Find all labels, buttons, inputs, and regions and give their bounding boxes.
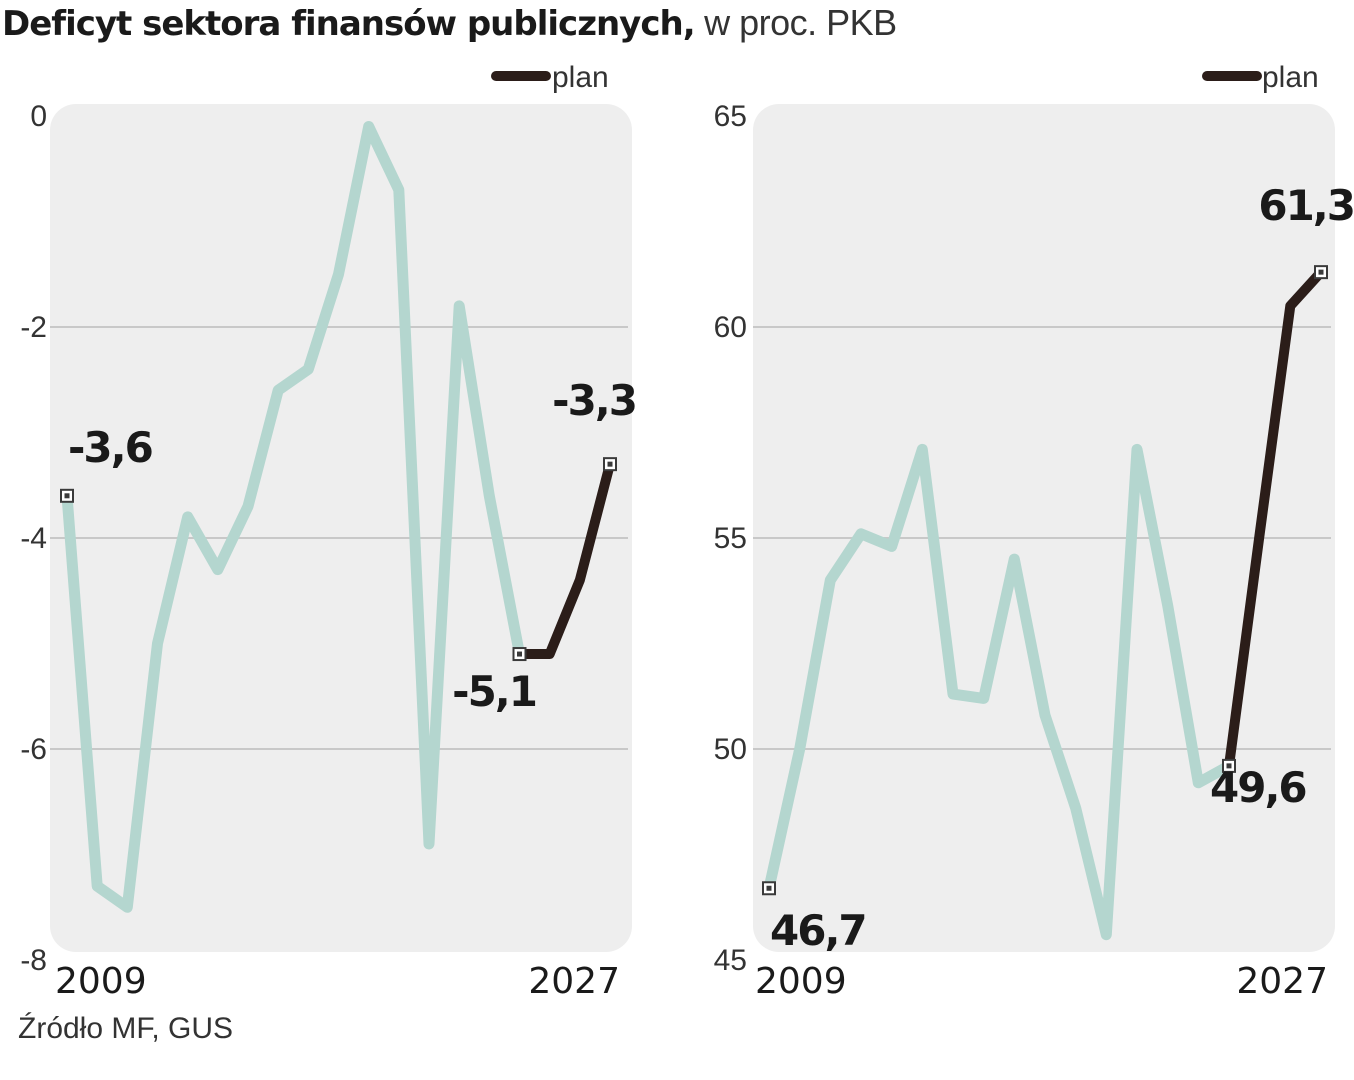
y-tick-label: 50: [714, 733, 747, 766]
legend-label: plan: [552, 61, 609, 94]
x-tick-label: 2027: [528, 961, 620, 1002]
chart-title-unit: w proc. PKB: [694, 2, 897, 43]
series-line-plan: [514, 459, 615, 659]
y-tick-label: 0: [30, 100, 47, 133]
y-tick-label: -2: [20, 311, 47, 344]
data-label: 61,3: [1258, 181, 1354, 230]
data-label: -3,6: [68, 423, 152, 472]
series-line-actual: [61, 121, 525, 913]
data-label: -5,1: [452, 667, 536, 716]
y-tick-label: 55: [714, 522, 747, 555]
data-point-marker-center: [1226, 763, 1232, 769]
y-tick-label: 65: [714, 100, 747, 133]
y-tick-label: 45: [714, 944, 747, 977]
y-tick-label: -8: [20, 944, 47, 977]
data-label: 49,6: [1210, 763, 1306, 812]
x-tick-label: 2009: [755, 961, 847, 1002]
plot-panel: [753, 104, 1335, 952]
chart-title-bold: Deficyt sektora finansów publicznych,: [2, 4, 696, 44]
data-point-marker-center: [517, 651, 522, 657]
data-label: 46,7: [770, 906, 866, 955]
plot-panel: [50, 104, 632, 952]
legend-label: plan: [1262, 61, 1319, 94]
data-point-marker-center: [766, 885, 772, 891]
series-line-actual: [763, 443, 1235, 941]
chart-title: Deficyt sektora finansów publicznych, w …: [2, 2, 897, 45]
y-tick-label: -6: [20, 733, 47, 766]
x-tick-label: 2009: [55, 961, 147, 1002]
series-line-plan: [1224, 267, 1326, 771]
data-label: -3,3: [552, 376, 636, 425]
data-point-marker-center: [1318, 269, 1324, 275]
y-tick-label: -4: [20, 522, 47, 555]
source-note: Źródło MF, GUS: [18, 1012, 234, 1045]
data-point-marker-center: [64, 493, 70, 499]
y-tick-label: 60: [714, 311, 747, 344]
x-tick-label: 2027: [1236, 961, 1328, 1002]
data-point-marker-center: [607, 461, 613, 467]
